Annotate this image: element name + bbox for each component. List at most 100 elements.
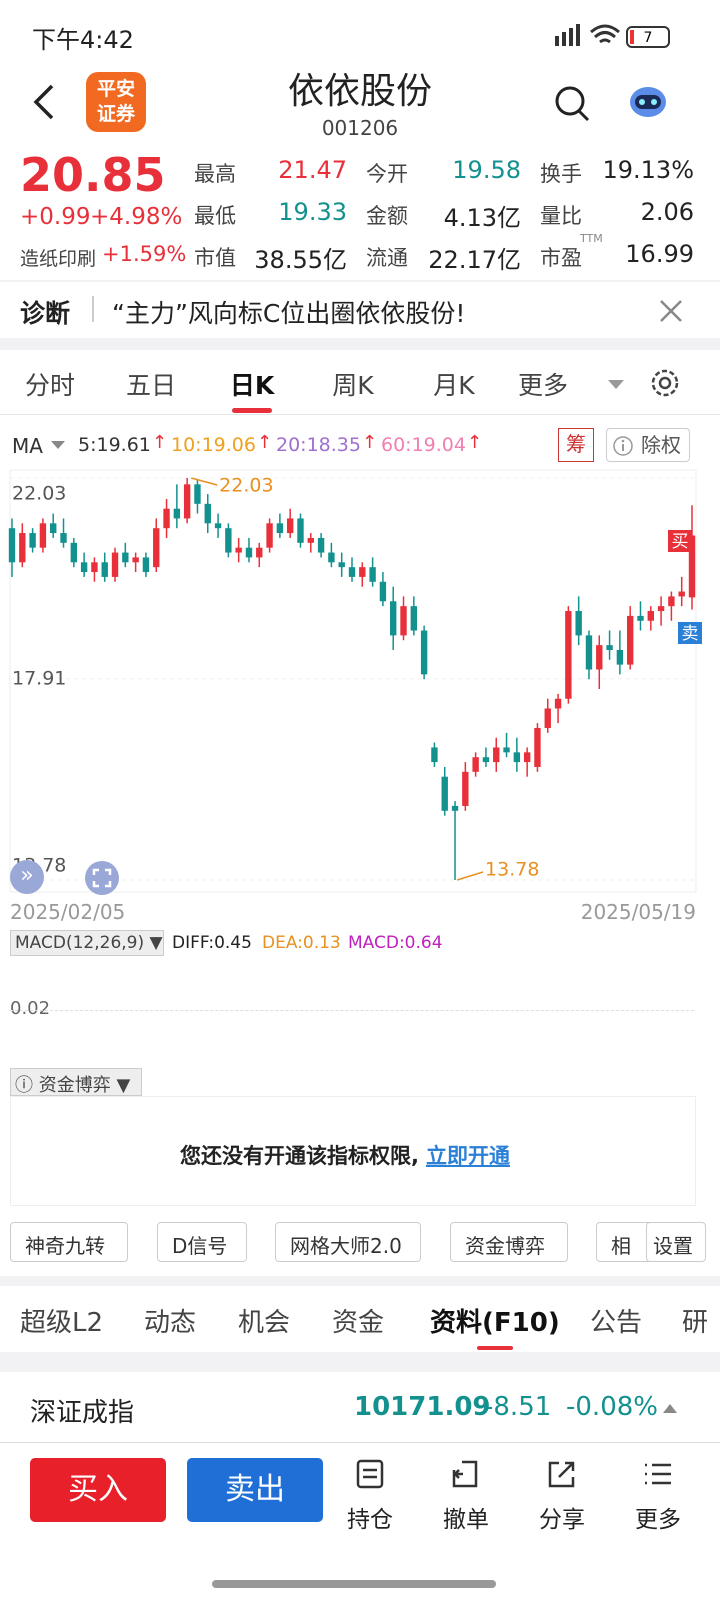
expand-left[interactable]: » [10, 860, 44, 894]
action-item[interactable]: 分享 [539, 1507, 585, 1533]
search-button[interactable] [552, 84, 592, 124]
stat-value: 19.13% [602, 156, 694, 184]
info-tab[interactable]: 研 [682, 1308, 709, 1338]
period-tab[interactable]: 分时 [24, 371, 75, 400]
candle-body [111, 552, 119, 577]
start-date: 2025/02/05 [10, 900, 126, 924]
high-label: 22.03 [219, 475, 273, 497]
exright-button[interactable]: 除权 [606, 428, 690, 462]
candle-body [359, 567, 366, 577]
info-tab[interactable]: 资金 [332, 1308, 385, 1338]
assistant-button[interactable] [626, 82, 670, 122]
info-tab[interactable]: 资料(F10) [430, 1308, 560, 1338]
candle-body [647, 611, 654, 621]
index-arrow[interactable] [662, 1402, 678, 1414]
stat-label: 最高 [194, 162, 236, 186]
candle-body [565, 611, 572, 699]
status-time: 下午4:42 [32, 26, 134, 54]
chip-button[interactable]: 筹 [558, 428, 594, 462]
action-item[interactable]: 更多 [635, 1507, 681, 1533]
candle-body [554, 698, 562, 709]
candle-body [523, 752, 531, 763]
period-tab[interactable]: 日K [229, 371, 275, 400]
period-tab[interactable]: 周K [332, 371, 374, 400]
period-tab[interactable]: 五日 [125, 371, 176, 400]
index-change: -8.51 [484, 1392, 552, 1422]
candle-body [668, 596, 675, 607]
info-tab[interactable]: 公告 [590, 1308, 643, 1338]
fullscreen-button[interactable] [84, 860, 120, 896]
candle-body [101, 562, 108, 577]
macd-diff: DIFF:0.45 [172, 933, 252, 953]
info-tab-indicator [477, 1346, 513, 1350]
sell-button[interactable]: 卖出 [187, 1458, 323, 1522]
sector-change: +1.59% [102, 242, 187, 266]
candle-body [688, 535, 696, 598]
tool-button[interactable]: 神奇九转 [10, 1222, 128, 1262]
candle-body [60, 533, 67, 543]
tab-indicator [232, 408, 272, 413]
candle-body [462, 771, 469, 806]
tool-settings[interactable]: 设置 [646, 1222, 706, 1262]
candle-body [513, 752, 521, 763]
logo-line: 平安 [96, 78, 135, 100]
sell-flag-text: 卖 [682, 624, 699, 644]
status-icons: 7 [555, 24, 670, 48]
candle-body [544, 708, 551, 728]
open-link[interactable]: 立即开通 [426, 1144, 510, 1168]
diagnosis-text[interactable]: “主力”风向标C位出圈依依股份! [112, 299, 466, 328]
info-tab[interactable]: 机会 [238, 1308, 291, 1338]
ma-arrow-up: ↑ [257, 432, 273, 453]
action-item[interactable]: 持仓 [347, 1507, 393, 1533]
candle-body [678, 591, 685, 597]
sell-flag [678, 622, 702, 644]
action-item[interactable]: 撤单 [443, 1507, 489, 1533]
candle-body [420, 630, 428, 675]
stat-label: 今开 [366, 162, 408, 186]
ma-label[interactable]: MA [12, 434, 43, 458]
period-tab[interactable]: 更多 [517, 371, 568, 400]
icon [356, 1459, 384, 1489]
action-icon [353, 1458, 387, 1492]
tool-button[interactable]: D信号 [157, 1222, 247, 1262]
price-change-pct: +4.98% [90, 204, 183, 230]
candle-body [153, 528, 160, 568]
icon [645, 1463, 671, 1485]
period-tab[interactable]: 月K [433, 371, 475, 400]
tool-button[interactable]: 网格大师2.0 [275, 1222, 421, 1262]
candle-body [338, 562, 345, 568]
candle-body [235, 547, 242, 553]
macd-selector[interactable]: MACD(12,26,9) ▼ [10, 930, 164, 956]
tool-button[interactable]: 资金博弈 [450, 1222, 568, 1262]
permission-message: 您还没有开通该指标权限, [180, 1144, 419, 1168]
ma-arrow-up: ↑ [152, 432, 168, 453]
stat-sup: TTM [580, 232, 603, 245]
index-name: 深证成指 [30, 1398, 135, 1428]
ma-item: 10:19.06 [171, 434, 256, 456]
action-icon [545, 1458, 579, 1492]
back-button[interactable] [30, 82, 60, 122]
settings-button[interactable] [648, 366, 682, 400]
fund-selector[interactable]: ⓘ 资金博弈 ▼ [10, 1068, 142, 1096]
info-tab[interactable]: 动态 [144, 1308, 197, 1338]
info-tab[interactable]: 超级L2 [20, 1308, 104, 1338]
candle-body [214, 523, 222, 529]
chart-frame [9, 469, 697, 893]
buy-button[interactable]: 买入 [30, 1458, 166, 1522]
more-arrow [608, 380, 624, 389]
candle-body [122, 552, 129, 563]
stat-label: 量比 [540, 204, 582, 228]
candle-body [379, 581, 387, 602]
candle-body [369, 567, 376, 582]
action-icon [449, 1458, 483, 1492]
fund-label: 资金博弈 [38, 1075, 111, 1096]
macd-dea: DEA:0.13 [262, 933, 341, 953]
low-label: 13.78 [485, 859, 539, 881]
stat-value: 2.06 [640, 198, 694, 226]
close-button[interactable] [658, 298, 684, 324]
candle-body [70, 542, 78, 563]
buy-flag [668, 530, 692, 552]
ma-arrow-up: ↑ [467, 432, 483, 453]
buy-flag-text: 买 [672, 532, 689, 552]
